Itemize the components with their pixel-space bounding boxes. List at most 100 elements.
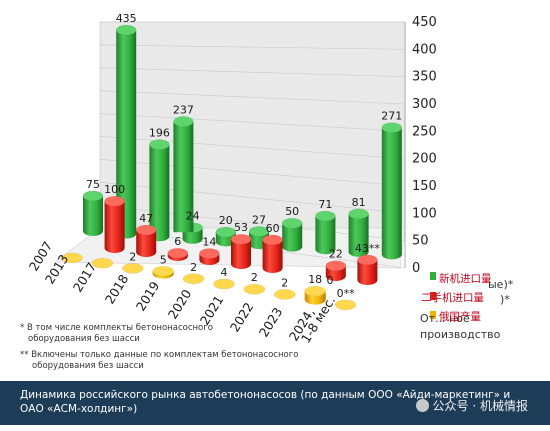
floor-disc-domestic — [243, 283, 266, 295]
bar-top-new — [348, 208, 369, 220]
footnote-2: ** Включены только данные по комплектам … — [20, 350, 298, 372]
x-tick-label: 2022 — [227, 300, 257, 335]
x-tick-label: 2023 — [256, 305, 286, 340]
value-label-domestic: 2 — [281, 276, 288, 289]
value-label-extra-zero: 0 — [327, 274, 334, 287]
value-label-new: 271 — [381, 110, 402, 123]
bar-used — [136, 230, 157, 252]
floor-discs — [61, 252, 357, 311]
y-tick-label: 0 — [412, 261, 420, 276]
x-tick-label: 2019 — [133, 279, 163, 314]
floor-disc-domestic — [274, 289, 296, 300]
value-label-used: 22 — [329, 248, 343, 261]
bar-base-used — [262, 263, 283, 273]
gridline — [99, 44, 406, 50]
value-label-domestic: 4 — [221, 266, 228, 279]
bar-new — [348, 213, 369, 252]
watermark: 公众号 · 机械情报 — [415, 397, 528, 414]
y-axis-ticks: 0 50 100 150 200 250 300 350 400 450 — [412, 15, 437, 276]
bar-top-used — [325, 260, 347, 271]
bar-top-used — [167, 247, 189, 259]
footnote-2-line2: оборудования без шасси — [32, 361, 144, 371]
bar-base-new — [215, 236, 236, 247]
caption-text: Динамика российского рынка автобетононас… — [20, 389, 511, 415]
bar-base-used — [325, 271, 346, 281]
y-tick-label: 200 — [412, 152, 437, 167]
value-label-new: 24 — [186, 210, 200, 223]
bar-base-used — [136, 247, 157, 257]
legend-line3: От... ное — [420, 312, 470, 325]
bar-used — [104, 201, 125, 248]
bar-new — [149, 144, 170, 237]
value-label-new: 196 — [149, 126, 170, 139]
legend-line2: )* — [500, 293, 510, 306]
legend-cn-used: 二手机进口量 — [421, 291, 484, 304]
gridline — [99, 136, 406, 159]
value-label-domestic: 5 — [160, 253, 167, 266]
value-label-domestic: 2 — [251, 271, 258, 284]
bar-top-used — [104, 195, 125, 207]
value-label-used: 53 — [234, 221, 248, 234]
legend-swatch-new — [430, 272, 436, 280]
bar-top-new — [381, 122, 403, 133]
bar-top-new — [115, 24, 137, 36]
footnote-1: * В том числе комплекты бетононасосного … — [20, 323, 213, 345]
footnote-2-line1: ** Включены только данные по комплектам … — [20, 350, 299, 360]
floor-disc-domestic — [334, 299, 357, 311]
value-label-new: 81 — [352, 196, 366, 209]
bar-new — [83, 195, 103, 231]
bar-top-used — [262, 234, 283, 246]
value-label-used: 6 — [174, 235, 181, 248]
bar-base-new — [348, 246, 369, 257]
legend-cn-domestic: 俄国产量 — [439, 310, 481, 323]
bar-top-used — [135, 224, 157, 236]
bar-top-new — [82, 190, 104, 202]
bar-used — [231, 239, 251, 264]
bar-base-domestic — [304, 294, 326, 305]
bar-top-used — [230, 233, 252, 245]
bar-used — [357, 259, 378, 280]
y-tick-label: 150 — [412, 179, 437, 194]
legend: ые)* )* От... ное производство 新机进口量 二手机… — [420, 272, 514, 341]
bar-base-new — [282, 241, 303, 252]
y-tick-label: 350 — [412, 70, 437, 85]
bar-new — [116, 30, 137, 234]
value-label-new: 27 — [252, 213, 266, 226]
bar-top-new — [281, 217, 303, 229]
footnote-1-line1: * В том числе комплекты бетононасосного — [20, 323, 213, 333]
y-tick-label: 250 — [412, 124, 437, 139]
y-tick-label: 100 — [412, 206, 437, 221]
floor-disc-domestic — [182, 273, 205, 285]
y-tick-label: 400 — [412, 42, 437, 57]
bar-base-used — [104, 243, 125, 253]
bar-top-domestic — [304, 285, 326, 297]
value-label-used: 43** — [355, 242, 380, 255]
x-tick-label: 2020 — [165, 287, 195, 322]
bar-top-new-extra — [173, 116, 194, 127]
bar-top-new — [248, 226, 270, 237]
footnote-1-line2: оборудования без шасси — [28, 334, 140, 344]
bar-used — [325, 265, 346, 276]
value-label-new: 50 — [285, 205, 299, 218]
bar-base-new — [381, 249, 402, 260]
x-tick-label: 2017 — [70, 260, 100, 295]
bar-top-domestic — [152, 266, 174, 277]
legend-swatch-domestic — [430, 311, 436, 319]
bar-top-new — [215, 226, 237, 238]
value-label-used: 100 — [104, 183, 125, 196]
value-label-domestic: 2 — [190, 261, 197, 274]
watermark-text: 公众号 · 机械情报 — [432, 399, 528, 413]
value-label-domestic: 2 — [129, 250, 136, 263]
legend-line4: производство — [420, 328, 501, 341]
bar-top-new — [315, 210, 336, 222]
gridline — [99, 67, 406, 77]
bar-base-new — [83, 226, 103, 236]
value-label-new: 435 — [116, 12, 137, 25]
value-label-new: 71 — [318, 198, 332, 211]
value-label-domestic: 0** — [337, 287, 355, 300]
bar-top-used — [199, 248, 220, 259]
bar-used — [262, 239, 283, 268]
bar-base-used — [231, 259, 251, 269]
